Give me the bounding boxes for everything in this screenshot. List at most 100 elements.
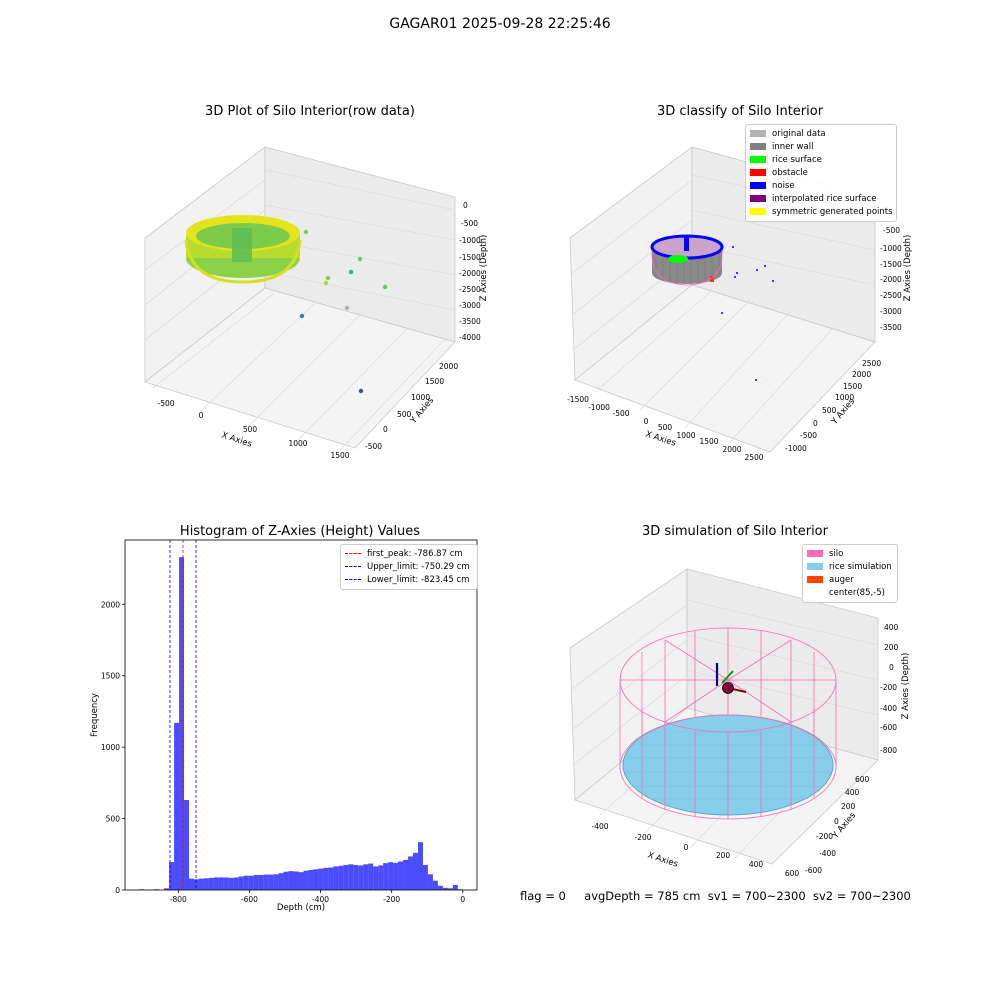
histogram-bars [139, 557, 463, 890]
histogram-x-label: Depth (cm) [277, 903, 325, 913]
histogram-bar [293, 871, 299, 890]
panel1-silo-cloud [184, 215, 302, 284]
legend-swatch [750, 130, 766, 137]
panel4-z-tick: -200 [880, 683, 897, 692]
panel4-x-label: X Axies [646, 850, 679, 869]
histogram-bar [378, 865, 384, 890]
histogram-y-tick-label: 1500 [101, 672, 120, 681]
panel2-y-tick: 0 [813, 419, 818, 428]
legend-entry-rice-surface: rice surface [750, 154, 892, 167]
histogram-bar [417, 842, 423, 890]
panel1-axes-frame [144, 146, 456, 451]
panel2-z-tick: -2000 [880, 275, 902, 284]
histogram-bar [308, 870, 314, 890]
panel1-z-tick: -2000 [459, 269, 481, 278]
legend-swatch [750, 195, 766, 202]
histogram-bar [208, 877, 214, 890]
histogram-y-tick-label: 2000 [101, 600, 120, 609]
silo-wireframe [619, 627, 837, 820]
panel1-y-tick: 500 [397, 410, 412, 419]
panel1-outlier-point [325, 275, 331, 281]
histogram-bar [373, 866, 379, 890]
legend-entry-interpolated-rice-surface: interpolated rice surface [750, 193, 892, 206]
panel4-y-tick: -400 [819, 849, 836, 858]
histogram-bar [343, 865, 349, 890]
histogram-bar [223, 877, 229, 890]
panel3-title: Histogram of Z-Axies (Height) Values [179, 524, 421, 539]
legend-swatch [807, 550, 823, 557]
histogram-bar [413, 852, 418, 890]
legend-label: Lower_limit: -823.45 cm [367, 575, 470, 585]
panel1-z-tick: -1000 [459, 236, 481, 245]
legend-label: first_peak: -786.87 cm [367, 549, 463, 559]
histogram-bar [338, 865, 344, 890]
panel1-y-tick: -500 [365, 442, 382, 451]
legend-entry-silo: silo [807, 548, 893, 561]
legend-label: noise [772, 181, 795, 191]
legend-swatch [807, 589, 823, 596]
panel1-x-tick: 500 [243, 425, 258, 434]
legend-label: silo [829, 549, 844, 559]
panel1-x-tick: 0 [199, 411, 204, 420]
panel2-y-tick: -1000 [785, 444, 807, 453]
histogram-bar [238, 876, 244, 890]
panel2-rice-surface [668, 255, 688, 263]
panel2-z-label: Z Axies (Depth) [903, 235, 913, 302]
histogram-bar [403, 860, 409, 890]
legend-entry-obstacle: obstacle [750, 167, 892, 180]
histogram-threshold-lines [169, 540, 197, 890]
panel4-y-tick: -600 [805, 866, 822, 875]
histogram-bar [363, 864, 369, 890]
legend-line-swatch [345, 566, 361, 567]
panel4-x-tick: 200 [716, 851, 731, 860]
panel2-z-tick: -1000 [880, 244, 902, 253]
panel4-x-tick: -200 [634, 833, 651, 842]
histogram-bar [248, 875, 254, 890]
panel2-x-tick: 1000 [676, 431, 695, 440]
panel1-z-tick: -500 [461, 219, 478, 228]
panel2-y-tick: 1000 [835, 393, 854, 402]
histogram-bar [184, 800, 189, 890]
histogram-bar [233, 877, 239, 890]
histogram-bar [333, 866, 339, 890]
panel2-y-tick: 500 [822, 406, 837, 415]
figure-title: GAGAR01 2025-09-28 22:25:46 [389, 16, 611, 32]
histogram-bar [323, 867, 329, 890]
histogram-bar [358, 865, 364, 890]
legend-swatch [807, 576, 823, 583]
panel2-noise-point [732, 246, 734, 248]
panel2-noise-point [764, 265, 766, 267]
panel4-z-tick: 400 [884, 623, 899, 632]
histogram-bar [348, 864, 354, 890]
panel1-z-tick: -1500 [459, 253, 481, 262]
histogram-bar [393, 862, 399, 890]
panel4-y-tick: 600 [855, 775, 870, 784]
histogram-bar [263, 874, 269, 890]
panel2-noise-column [684, 237, 689, 251]
panel1-z-tick: -3000 [459, 301, 481, 310]
histogram-bar [383, 863, 389, 890]
panel2-z-tick: -500 [883, 226, 900, 235]
histogram-bar [169, 862, 175, 890]
legend-entry-rice-simulation: rice simulation [807, 561, 893, 574]
panel1-z-tick: -2500 [459, 285, 481, 294]
panel1-y-tick: 1000 [411, 393, 430, 402]
panel2-x-label: X Axies [644, 429, 677, 448]
histogram-bar [432, 880, 438, 890]
panel2-title: 3D classify of Silo Interior [656, 104, 824, 119]
panel2-noise-point [734, 276, 736, 278]
panel1-x-tick: 1000 [288, 439, 307, 448]
histogram-bar [283, 871, 289, 890]
panel4-x-tick: 600 [785, 869, 800, 878]
histogram-bar [328, 867, 334, 890]
histogram-bar [268, 874, 274, 890]
legend-label: inner wall [772, 142, 814, 152]
panel2-y-tick: 1500 [843, 382, 862, 391]
panel4-x-tick: -400 [591, 822, 608, 831]
panel4-legend: silo rice simulation auger center(85,-5) [802, 544, 898, 603]
flag-value: flag = 0 [520, 889, 566, 903]
panel2-x-tick: 2500 [744, 453, 763, 462]
legend-label: Upper_limit: -750.29 cm [367, 562, 470, 572]
panel1-z-tick: -3500 [459, 317, 481, 326]
histogram-bar [164, 888, 170, 890]
